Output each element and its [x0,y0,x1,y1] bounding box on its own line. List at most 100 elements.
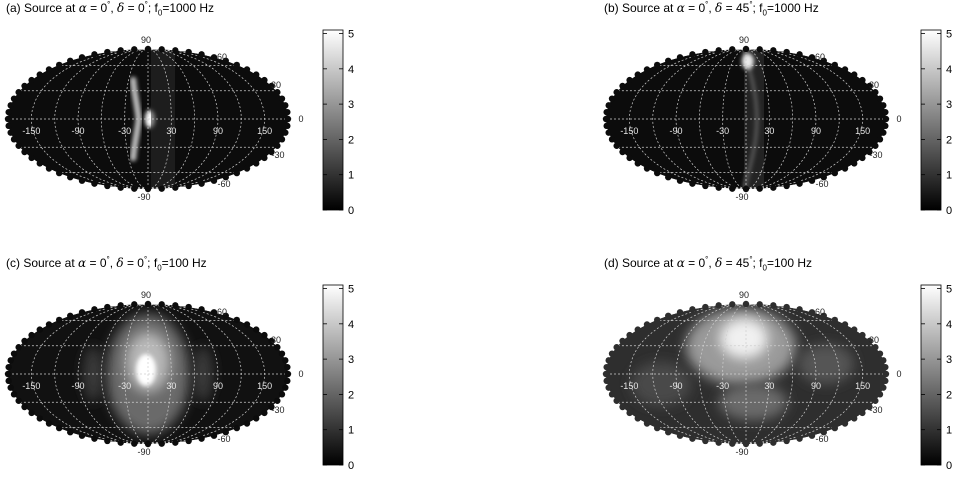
intensity-blob [720,318,768,359]
lon-tick-label: -30 [716,381,729,391]
lat-tick-label: -90 [735,447,748,457]
lat-tick-label: -60 [217,179,230,189]
graticule [606,304,886,444]
lon-tick-label: -150 [22,126,40,136]
lat-tick-label: -60 [217,434,230,444]
map-edge [4,300,292,448]
map-edge [4,45,292,193]
lon-tick-label: -30 [716,126,729,136]
colorbar-tick-label: 2 [946,134,952,146]
lon-tick-label: 90 [811,126,821,136]
lat-tick-label: 90 [739,35,749,45]
lon-tick-label: 30 [764,126,774,136]
lon-tick-label: 150 [855,381,870,391]
lat-tick-label: 90 [141,35,151,45]
lat-tick-label: -30 [271,405,284,415]
lon-tick-label: -150 [620,381,638,391]
lat-tick-label: 0 [298,369,303,379]
colorbar-tick-label: 3 [946,354,952,366]
colorbar-tick-label: 1 [946,425,952,437]
panel-title: (a) Source at α = 0°, δ = 0°; f0=1000 Hz [6,0,215,18]
map-edge [602,45,890,193]
map-edge [602,300,890,448]
lat-tick-label: -90 [137,192,150,202]
lon-tick-label: -90 [71,381,84,391]
panel-title: (c) Source at α = 0°, δ = 0°; f0=100 Hz [6,255,207,273]
intensity-blob [136,354,156,386]
lon-tick-label: 30 [764,381,774,391]
lon-tick-label: -30 [118,126,131,136]
colorbar-tick-label: 5 [946,284,952,296]
lon-tick-label: 90 [213,126,223,136]
colorbar-tick-label: 0 [348,460,354,472]
lon-tick-label: 30 [166,126,176,136]
lat-tick-label: -30 [869,405,882,415]
colorbar-tick-label: 0 [348,205,354,217]
colorbar-tick-label: 2 [946,389,952,401]
panel-a: (a) Source at α = 0°, δ = 0°; f0=1000 Hz… [0,0,361,230]
colorbar [322,284,344,466]
panel-title: (b) Source at α = 0°, δ = 45°; f0=1000 H… [604,0,819,18]
lon-tick-label: 90 [213,381,223,391]
lon-tick-label: -90 [669,381,682,391]
lat-tick-label: 60 [217,52,227,62]
lon-tick-label: 150 [257,126,272,136]
colorbar-tick-label: 2 [348,134,354,146]
lon-tick-label: 150 [855,126,870,136]
lon-tick-label: -150 [22,381,40,391]
lat-tick-label: -90 [735,192,748,202]
colorbar-tick-label: 1 [348,170,354,182]
intensity-arc [131,77,141,161]
colorbar-tick-label: 4 [348,64,354,76]
colorbar-tick-label: 3 [348,354,354,366]
colorbar-tick-label: 5 [348,284,354,296]
colorbar-tick-label: 4 [946,319,952,331]
lat-tick-label: 30 [869,335,879,345]
panel-c: (c) Source at α = 0°, δ = 0°; f0=100 Hz -… [0,255,361,485]
lat-tick-label: 60 [815,52,825,62]
lon-tick-label: 150 [257,381,272,391]
panel-d: (d) Source at α = 0°, δ = 45°; f0=100 Hz… [598,255,959,485]
lat-tick-label: -90 [137,447,150,457]
lat-tick-label: -30 [271,150,284,160]
panel-title: (d) Source at α = 0°, δ = 45°; f0=100 Hz [604,255,813,273]
colorbar-tick-label: 1 [348,425,354,437]
colorbar-tick-label: 1 [946,170,952,182]
lon-tick-label: 90 [811,381,821,391]
colorbar-tick-label: 4 [348,319,354,331]
colorbar [920,29,942,211]
colorbar [920,284,942,466]
lat-tick-label: 0 [896,369,901,379]
panel-b: (b) Source at α = 0°, δ = 45°; f0=1000 H… [598,0,959,230]
lat-tick-label: 0 [896,114,901,124]
colorbar-tick-label: 0 [946,460,952,472]
lon-tick-label: -30 [118,381,131,391]
lat-tick-label: -60 [815,179,828,189]
graticule [8,49,288,189]
colorbar-tick-label: 3 [348,99,354,111]
lon-tick-label: -150 [620,126,638,136]
lat-tick-label: 90 [739,290,749,300]
sky-map-svg: -150 -90 -30 30 90 150 90 60 30 0 -30 -60 -90 0 1 2 3 4 5 [4,284,354,472]
lat-tick-label: 0 [298,114,303,124]
graticule [606,49,886,189]
lat-tick-label: -30 [869,150,882,160]
lat-tick-label: 60 [815,307,825,317]
lat-tick-label: 90 [141,290,151,300]
colorbar-tick-label: 2 [348,389,354,401]
lat-tick-label: -60 [815,434,828,444]
graticule [8,304,288,444]
lon-tick-label: -90 [71,126,84,136]
lat-tick-label: 30 [271,80,281,90]
sky-map-svg: -150 -90 -30 30 90 150 90 60 30 0 -30 -60 -90 0 1 2 3 4 5 [602,284,952,472]
sky-map-svg: -150 -90 -30 30 90 150 90 60 30 0 -30 -60 -90 0 1 2 3 4 5 [602,29,952,217]
colorbar-tick-label: 5 [348,29,354,41]
sky-map-svg: -150 -90 -30 30 90 150 90 60 30 0 -30 -60 -90 0 1 2 3 4 5 [4,29,354,217]
lat-tick-label: 30 [271,335,281,345]
lon-tick-label: 30 [166,381,176,391]
colorbar-tick-label: 4 [946,64,952,76]
lat-tick-label: 60 [217,307,227,317]
lat-tick-label: 30 [869,80,879,90]
colorbar-tick-label: 0 [946,205,952,217]
colorbar-tick-label: 3 [946,99,952,111]
